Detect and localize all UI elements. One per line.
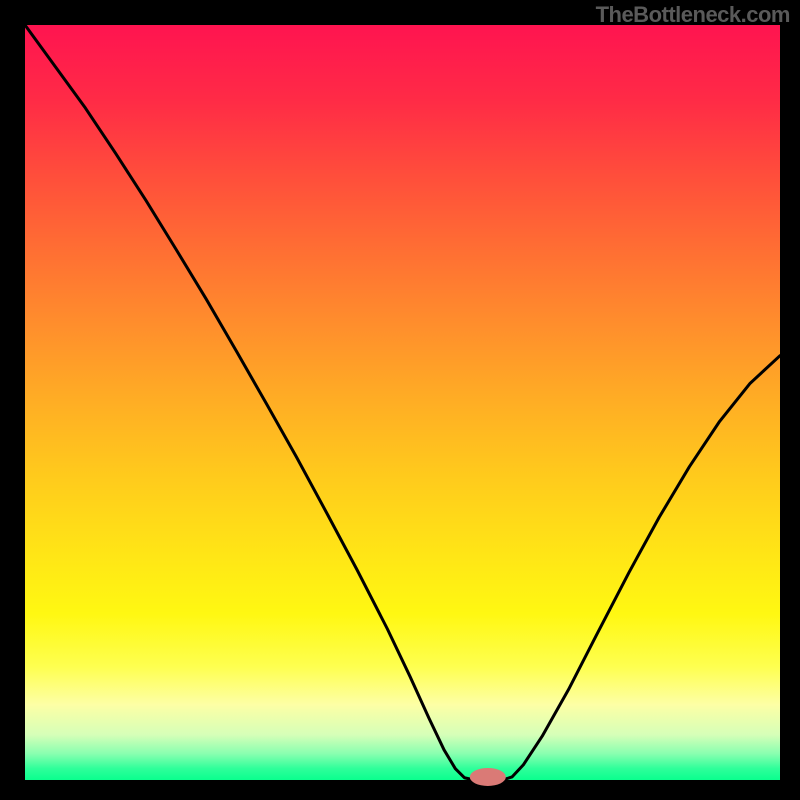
optimal-marker bbox=[470, 768, 506, 786]
plot-area bbox=[25, 25, 780, 780]
watermark-text: TheBottleneck.com bbox=[596, 2, 790, 28]
chart-svg bbox=[0, 0, 800, 800]
chart-container: TheBottleneck.com bbox=[0, 0, 800, 800]
